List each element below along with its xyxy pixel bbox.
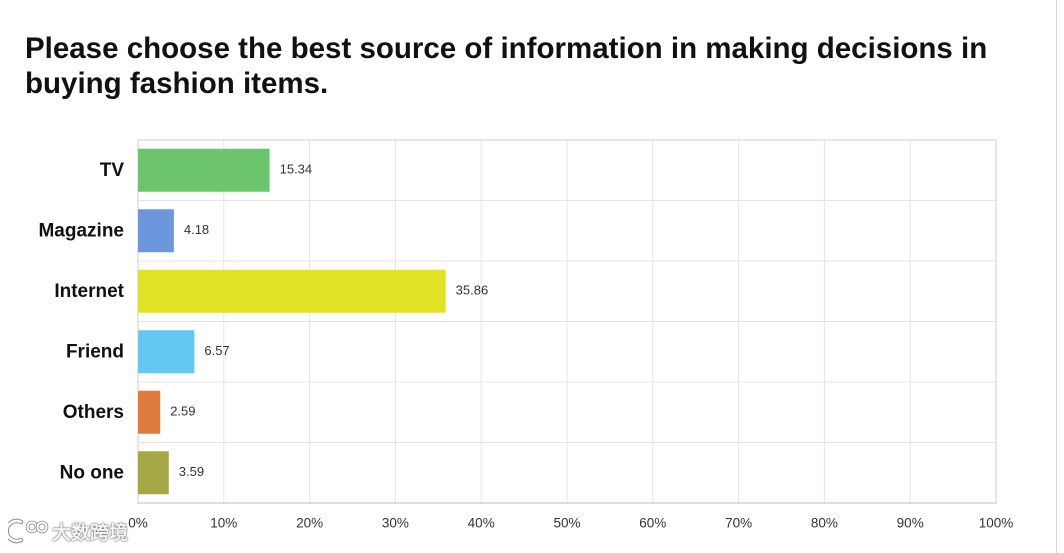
category-label-friend: Friend (66, 341, 124, 362)
bar-magazine (138, 209, 174, 253)
watermark-text: 大数跨境 (52, 521, 129, 544)
value-label-magazine: 4.18 (184, 222, 209, 237)
category-label-no-one: No one (60, 462, 124, 483)
category-label-others: Others (63, 402, 124, 423)
watermark-logo-icon (8, 518, 49, 544)
bar-internet (138, 269, 446, 313)
chart-title: Please choose the best source of informa… (25, 32, 988, 100)
x-tick-label-10: 10% (210, 516, 237, 531)
bar-no-one (138, 451, 169, 495)
value-label-internet: 35.86 (456, 282, 489, 297)
value-label-others: 2.59 (170, 403, 195, 418)
watermark: 大数跨境 (8, 514, 128, 548)
value-label-no-one: 3.59 (179, 464, 204, 479)
x-tick-label-80: 80% (811, 516, 838, 531)
x-tick-label-70: 70% (725, 516, 752, 531)
value-label-tv: 15.34 (280, 161, 313, 176)
x-tick-label-40: 40% (468, 516, 495, 531)
x-tick-label-50: 50% (553, 516, 580, 531)
x-tick-label-90: 90% (897, 516, 924, 531)
x-tick-label-30: 30% (382, 516, 409, 531)
value-label-friend: 6.57 (204, 343, 229, 358)
page-edge-line (1056, 0, 1057, 553)
x-tick-label-0: 0% (128, 516, 148, 531)
category-label-internet: Internet (54, 281, 124, 302)
x-tick-label-100: 100% (979, 516, 1014, 531)
x-tick-label-20: 20% (296, 516, 323, 531)
bar-tv (138, 148, 270, 192)
category-label-tv: TV (100, 160, 125, 181)
bar-friend (138, 330, 195, 374)
x-tick-label-60: 60% (639, 516, 666, 531)
category-label-magazine: Magazine (38, 220, 124, 241)
bar-others (138, 390, 161, 434)
